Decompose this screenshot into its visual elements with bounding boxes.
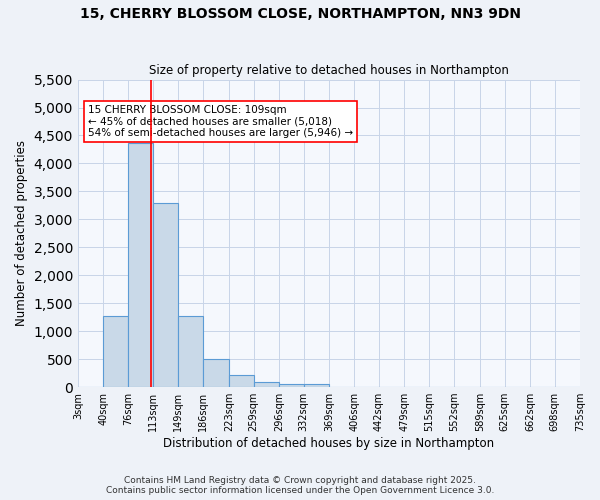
Bar <box>229 376 254 387</box>
Bar <box>128 142 154 387</box>
Text: 15 CHERRY BLOSSOM CLOSE: 109sqm
← 45% of detached houses are smaller (5,018)
54%: 15 CHERRY BLOSSOM CLOSE: 109sqm ← 45% of… <box>88 104 353 138</box>
Title: Size of property relative to detached houses in Northampton: Size of property relative to detached ho… <box>149 64 509 77</box>
Bar <box>178 316 203 387</box>
Bar <box>154 202 178 387</box>
Bar <box>254 382 279 387</box>
Y-axis label: Number of detached properties: Number of detached properties <box>15 140 28 326</box>
Bar <box>103 316 128 387</box>
X-axis label: Distribution of detached houses by size in Northampton: Distribution of detached houses by size … <box>163 437 494 450</box>
Bar <box>304 384 329 387</box>
Bar <box>203 359 229 387</box>
Bar <box>279 384 304 387</box>
Text: Contains HM Land Registry data © Crown copyright and database right 2025.
Contai: Contains HM Land Registry data © Crown c… <box>106 476 494 495</box>
Text: 15, CHERRY BLOSSOM CLOSE, NORTHAMPTON, NN3 9DN: 15, CHERRY BLOSSOM CLOSE, NORTHAMPTON, N… <box>79 8 521 22</box>
